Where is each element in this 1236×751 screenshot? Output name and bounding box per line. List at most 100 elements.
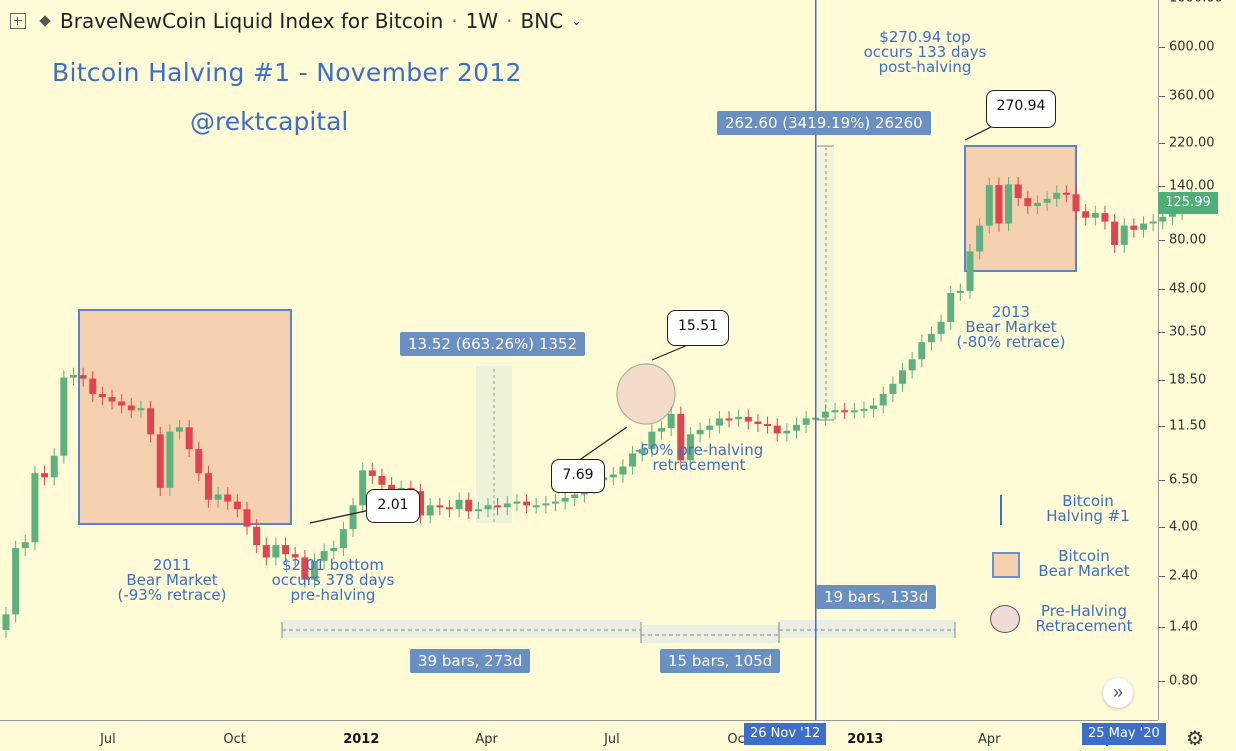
candle[interactable] [176,419,184,440]
candle[interactable] [69,367,77,386]
candle[interactable] [1053,185,1061,207]
candle[interactable] [686,426,694,469]
candle[interactable] [465,492,473,520]
candle[interactable] [474,501,482,520]
candle[interactable] [715,411,723,434]
candle[interactable] [455,492,463,518]
candle[interactable] [98,386,106,406]
callout-high-2012[interactable]: 15.51 [667,310,729,346]
callout-low-retrace[interactable]: 7.69 [551,459,605,493]
candle[interactable] [378,468,386,493]
candle[interactable] [2,607,10,638]
date-range-2[interactable] [641,625,779,643]
candle[interactable] [667,406,675,437]
candle[interactable] [956,283,964,301]
candle[interactable] [89,371,97,403]
candle[interactable] [330,540,338,560]
candle[interactable] [773,418,781,442]
candle[interactable] [291,546,299,566]
candle[interactable] [976,218,984,260]
candle[interactable] [1043,191,1051,211]
candle[interactable] [629,446,637,475]
candle[interactable] [1024,190,1032,215]
candle[interactable] [1072,186,1080,220]
candle[interactable] [1140,216,1148,238]
candle[interactable] [417,483,425,524]
candle[interactable] [50,448,58,486]
candle[interactable] [60,370,68,464]
candle[interactable] [195,441,203,482]
candle[interactable] [224,487,232,510]
candle[interactable] [41,465,49,486]
candle[interactable] [204,465,212,508]
candle[interactable] [282,537,290,563]
candle[interactable] [860,401,868,419]
settings-gear-icon[interactable]: ⚙ [1186,728,1204,750]
candle[interactable] [754,414,762,432]
range-tag-2[interactable]: 15 bars, 105d [660,649,781,673]
candle[interactable] [21,534,29,557]
candle[interactable] [79,367,87,387]
candle[interactable] [927,326,935,351]
candle[interactable] [272,537,280,566]
scroll-to-realtime-button[interactable]: » [1103,678,1133,708]
candle[interactable] [658,420,666,440]
candle[interactable] [792,417,800,439]
candle[interactable] [551,494,559,512]
candle[interactable] [995,177,1003,232]
candle[interactable] [523,494,531,514]
candle[interactable] [735,409,743,428]
candle[interactable] [147,400,155,443]
callout-low-2011[interactable]: 2.01 [366,489,420,523]
candle[interactable] [1120,218,1128,253]
exchange-label[interactable]: BNC [520,9,564,33]
candle[interactable] [966,244,974,299]
measure-tag-2[interactable]: 262.60 (3419.19%) 26260 [717,111,931,135]
candle[interactable] [937,314,945,342]
candle[interactable] [368,463,376,484]
time-axis[interactable]: JulOct2012AprJulOct2013AprJul [0,720,1158,749]
measure-range-2[interactable] [817,146,834,420]
candle[interactable] [484,497,492,518]
candle[interactable] [532,497,540,514]
candle[interactable] [118,394,126,414]
candle[interactable] [725,411,733,428]
candle[interactable] [1014,177,1022,207]
candle[interactable] [233,494,241,518]
callout-high-2013[interactable]: 270.94 [986,90,1056,128]
candle[interactable] [1062,185,1070,203]
candle[interactable] [108,389,116,410]
candle[interactable] [127,398,135,419]
retracement-circle[interactable] [616,363,676,425]
candle[interactable] [12,540,20,623]
date-range-3[interactable] [779,620,955,638]
candle[interactable] [301,550,309,588]
chart-header[interactable]: BraveNewCoin Liquid Index for Bitcoin · … [10,8,582,34]
candle[interactable] [879,386,887,414]
candle[interactable] [947,285,955,330]
candle[interactable] [1033,195,1041,215]
candle[interactable] [156,426,164,496]
candle[interactable] [349,497,357,538]
candle[interactable] [1111,214,1119,253]
candle[interactable] [609,467,617,486]
candle[interactable] [706,418,714,438]
candle[interactable] [137,400,145,419]
candle[interactable] [841,402,849,419]
candle[interactable] [243,501,251,535]
candle[interactable] [214,487,222,508]
candle[interactable] [1082,203,1090,226]
bear-box-2011[interactable] [78,309,292,525]
candle[interactable] [1091,205,1099,226]
candle[interactable] [918,334,926,368]
candle[interactable] [310,553,318,588]
chevron-down-icon[interactable]: ⌄ [571,13,583,29]
candle[interactable] [185,419,193,458]
candle[interactable] [445,499,453,518]
candle[interactable] [619,459,627,483]
candle[interactable] [426,497,434,524]
symbol-name[interactable]: BraveNewCoin Liquid Index for Bitcoin [60,9,444,33]
candle[interactable] [764,416,772,434]
candle[interactable] [1149,214,1157,232]
